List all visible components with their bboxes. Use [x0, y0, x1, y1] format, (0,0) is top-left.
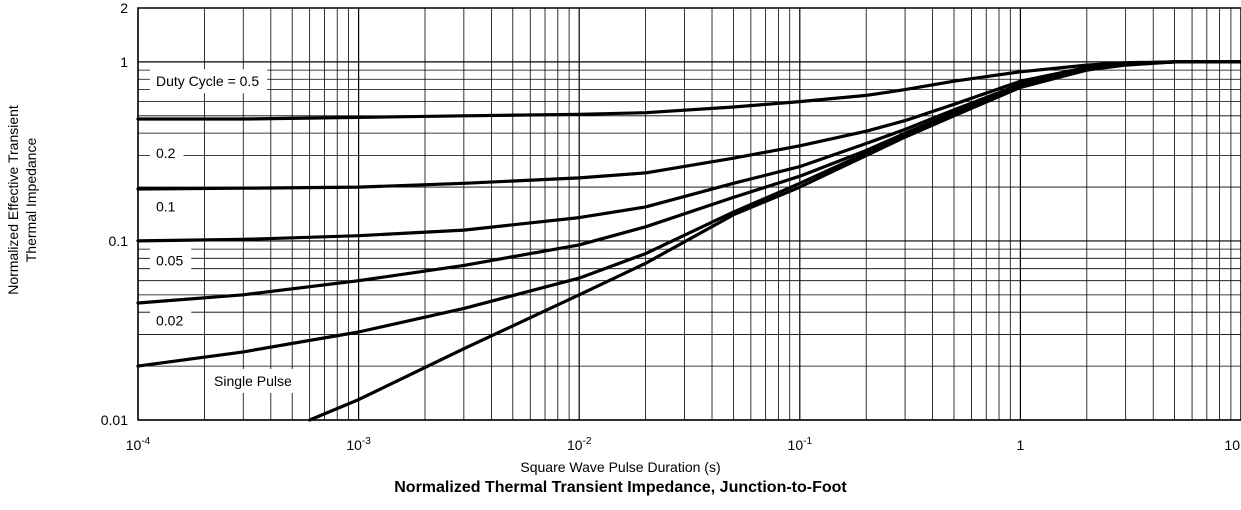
- plot-frame: [137, 7, 1241, 421]
- series-label-5: Single Pulse: [208, 369, 300, 394]
- series-line-5: [308, 60, 1241, 422]
- series-label-background: [150, 308, 192, 333]
- series-label-background: [208, 369, 300, 394]
- x-tick-label: 1: [1017, 437, 1025, 453]
- series-label-background: [150, 69, 268, 94]
- x-tick-label: 10-1: [788, 436, 813, 453]
- x-axis-label: Square Wave Pulse Duration (s): [520, 459, 721, 475]
- y-axis-label-line1: Normalized Effective Transient: [5, 105, 21, 295]
- series-label-1: 0.2: [150, 140, 184, 165]
- y-tick-label: 0.01: [101, 412, 128, 428]
- y-tick-labels: 2 1 0.1 0.01: [101, 0, 128, 428]
- x-tick-label: 10-2: [567, 436, 592, 453]
- series-label-2: 0.1: [150, 194, 184, 219]
- y-tick-label: 0.1: [109, 233, 129, 249]
- series-label-text: Single Pulse: [214, 373, 292, 389]
- series-label-background: [150, 248, 192, 273]
- series-label-text: 0.1: [156, 198, 176, 214]
- minor-grid: [138, 7, 1241, 420]
- series-label-text: 0.02: [156, 312, 183, 328]
- x-tick-label: 10-3: [346, 436, 371, 453]
- series-label-text: 0.05: [156, 252, 183, 268]
- x-tick-label: 10: [1224, 437, 1240, 453]
- x-tick-labels: 10-4 10-3 10-2 10-1 1 10: [126, 436, 1240, 453]
- series-label-4: 0.02: [150, 308, 192, 333]
- series-layer: [136, 60, 1241, 422]
- series-label-background: [150, 194, 184, 219]
- y-tick-label: 2: [120, 0, 128, 16]
- y-tick-label: 1: [120, 54, 128, 70]
- x-tick-label: 10-4: [126, 436, 151, 453]
- chart-title: Normalized Thermal Transient Impedance, …: [394, 479, 847, 496]
- series-label-text: Duty Cycle = 0.5: [156, 73, 259, 89]
- y-axis-label-line2: Thermal Impedance: [23, 138, 39, 263]
- series-label-3: 0.05: [150, 248, 192, 273]
- series-labels: Duty Cycle = 0.5 0.2 0.1 0.05 0.02 Single Pul…: [150, 69, 300, 394]
- series-label-text: 0.2: [156, 145, 176, 161]
- series-label-0: Duty Cycle = 0.5: [150, 69, 268, 94]
- series-label-background: [150, 140, 184, 165]
